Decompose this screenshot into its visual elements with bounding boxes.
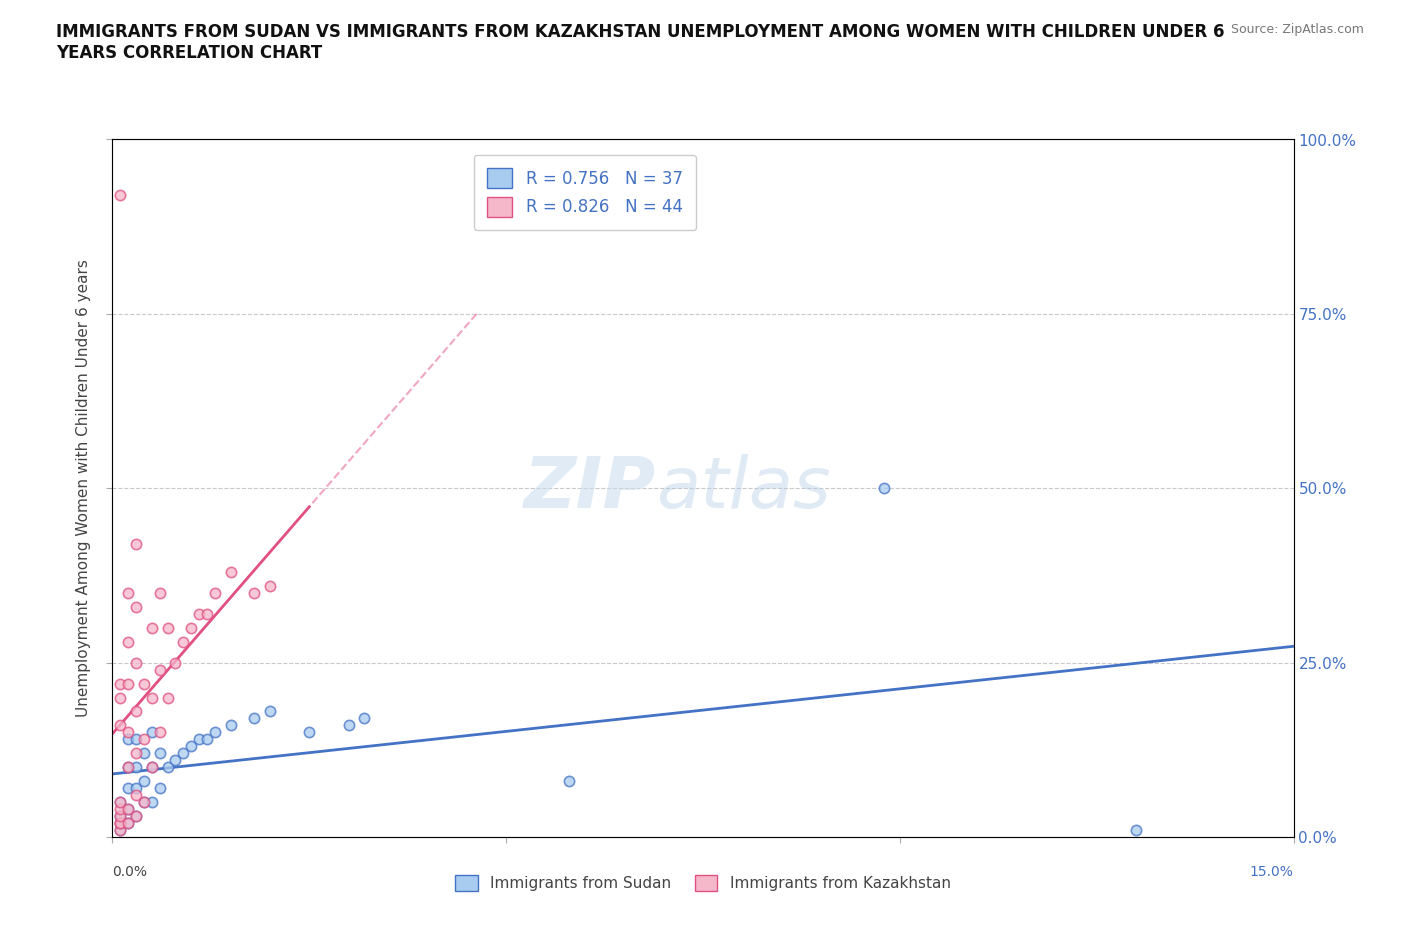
Point: [117, 760, 139, 775]
Point: [125, 600, 148, 615]
Point: [149, 662, 172, 677]
Text: atlas: atlas: [655, 454, 831, 523]
Point: [141, 760, 163, 775]
Point: [110, 794, 132, 809]
Point: [195, 732, 218, 747]
Point: [132, 676, 155, 691]
Point: [125, 788, 148, 803]
Point: [259, 704, 281, 719]
Point: [165, 753, 187, 768]
Point: [117, 816, 139, 830]
Point: [172, 746, 194, 761]
Point: [117, 816, 139, 830]
Point: [156, 620, 179, 635]
Point: [204, 586, 226, 601]
Point: [110, 718, 132, 733]
Point: [125, 704, 148, 719]
Point: [110, 816, 132, 830]
Point: [110, 188, 132, 203]
Point: [125, 809, 148, 824]
Point: [873, 481, 896, 496]
Point: [132, 732, 155, 747]
Point: [117, 802, 139, 817]
Point: [149, 746, 172, 761]
Point: [110, 794, 132, 809]
Point: [125, 809, 148, 824]
Point: [219, 565, 242, 579]
Point: [141, 794, 163, 809]
Point: [180, 620, 202, 635]
Point: [110, 690, 132, 705]
Point: [353, 711, 375, 725]
Point: [141, 690, 163, 705]
Point: [141, 760, 163, 775]
Legend: R = 0.756   N = 37, R = 0.826   N = 44: R = 0.756 N = 37, R = 0.826 N = 44: [474, 154, 696, 231]
Point: [125, 537, 148, 551]
Point: [110, 802, 132, 817]
Point: [110, 676, 132, 691]
Point: [132, 794, 155, 809]
Point: [125, 781, 148, 796]
Text: IMMIGRANTS FROM SUDAN VS IMMIGRANTS FROM KAZAKHSTAN UNEMPLOYMENT AMONG WOMEN WIT: IMMIGRANTS FROM SUDAN VS IMMIGRANTS FROM…: [56, 23, 1225, 62]
Y-axis label: Unemployment Among Women with Children Under 6 years: Unemployment Among Women with Children U…: [76, 259, 91, 717]
Point: [165, 656, 187, 671]
Point: [110, 823, 132, 838]
Point: [110, 823, 132, 838]
Point: [204, 725, 226, 740]
Point: [219, 718, 242, 733]
Point: [149, 781, 172, 796]
Point: [110, 816, 132, 830]
Point: [156, 690, 179, 705]
Text: Source: ZipAtlas.com: Source: ZipAtlas.com: [1230, 23, 1364, 36]
Point: [110, 809, 132, 824]
Point: [117, 586, 139, 601]
Point: [195, 606, 218, 621]
Point: [188, 606, 211, 621]
Point: [132, 774, 155, 789]
Point: [110, 809, 132, 824]
Point: [180, 738, 202, 753]
Point: [132, 746, 155, 761]
Point: [132, 794, 155, 809]
Point: [141, 620, 163, 635]
Point: [149, 586, 172, 601]
Point: [172, 634, 194, 649]
Point: [117, 634, 139, 649]
Point: [117, 781, 139, 796]
Point: [156, 760, 179, 775]
Point: [117, 760, 139, 775]
Point: [558, 774, 581, 789]
Point: [149, 725, 172, 740]
Point: [188, 732, 211, 747]
Text: 0.0%: 0.0%: [112, 865, 148, 879]
Point: [125, 732, 148, 747]
Point: [117, 732, 139, 747]
Point: [259, 578, 281, 593]
Text: 15.0%: 15.0%: [1250, 865, 1294, 879]
Point: [1125, 823, 1147, 838]
Point: [337, 718, 360, 733]
Point: [125, 760, 148, 775]
Point: [243, 711, 266, 725]
Point: [141, 725, 163, 740]
Text: ZIP: ZIP: [523, 454, 655, 523]
Point: [117, 676, 139, 691]
Point: [243, 586, 266, 601]
Point: [117, 725, 139, 740]
Point: [298, 725, 321, 740]
Point: [125, 746, 148, 761]
Point: [125, 656, 148, 671]
Point: [117, 802, 139, 817]
Point: [110, 816, 132, 830]
